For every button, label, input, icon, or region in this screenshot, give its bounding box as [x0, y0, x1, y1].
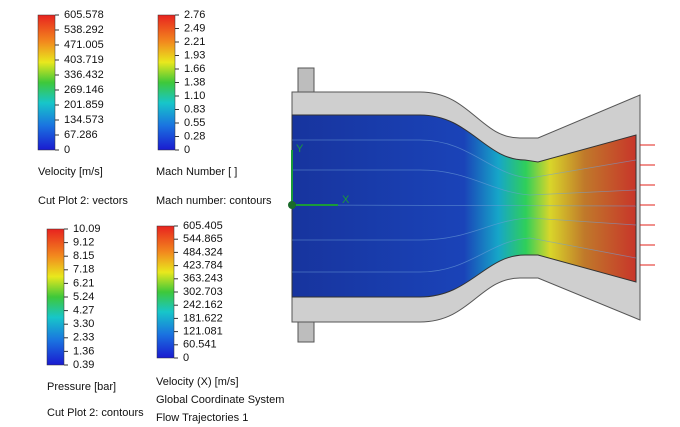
nozzle-model: Y X — [288, 67, 655, 343]
colorbar-label: 9.12 — [73, 237, 94, 249]
colorbar-label: 1.93 — [184, 49, 205, 61]
triad-x-label: X — [342, 194, 350, 206]
colorbar-label: 336.432 — [64, 69, 104, 81]
legend-caption: Mach number: contours — [156, 195, 272, 207]
colorbar-label: 423.784 — [183, 260, 223, 272]
triad-origin — [288, 201, 296, 209]
flow-field — [291, 114, 637, 298]
colorbar-label: 2.76 — [184, 9, 205, 21]
colorbar-label: 471.005 — [64, 39, 104, 51]
colorbar-label: 8.15 — [73, 250, 94, 262]
colorbar-label: 6.21 — [73, 277, 94, 289]
legend-title: Pressure [bar] — [47, 381, 116, 393]
colorbar-label: 544.865 — [183, 233, 223, 245]
velocity-vectors — [640, 144, 655, 266]
legend-title: Velocity [m/s] — [38, 166, 103, 178]
colorbar-label: 134.573 — [64, 114, 104, 126]
legend-caption: Flow Trajectories 1 — [156, 412, 248, 424]
colorbar-label: 484.324 — [183, 246, 223, 258]
colorbar-label: 67.286 — [64, 129, 98, 141]
colorbar-label: 2.49 — [184, 22, 205, 34]
trajectories — [291, 139, 637, 273]
colorbar-label: 60.541 — [183, 339, 217, 351]
colorbar-label: 1.36 — [73, 345, 94, 357]
colorbar-label: 0.39 — [73, 359, 94, 371]
colorbar-label: 242.162 — [183, 299, 223, 311]
legend-title: Mach Number [ ] — [156, 166, 237, 178]
colorbar-label: 605.578 — [64, 9, 104, 21]
colorbar-label: 302.703 — [183, 286, 223, 298]
colorbar-label: 4.27 — [73, 305, 94, 317]
colorbar — [157, 14, 176, 151]
legend-caption: Global Coordinate System — [156, 394, 284, 406]
legend-caption: Cut Plot 2: contours — [47, 407, 144, 419]
colorbar-label: 121.081 — [183, 326, 223, 338]
colorbar-label: 538.292 — [64, 24, 104, 36]
colorbar — [37, 14, 56, 151]
colorbar-label: 269.146 — [64, 84, 104, 96]
legend-title: Velocity (X) [m/s] — [156, 376, 239, 388]
colorbar-label: 2.33 — [73, 332, 94, 344]
colorbar-label: 0 — [64, 144, 70, 156]
colorbar-label: 1.38 — [184, 76, 205, 88]
colorbar-label: 0 — [183, 352, 189, 364]
colorbar-label: 181.622 — [183, 312, 223, 324]
colorbar-label: 1.10 — [184, 90, 205, 102]
axis-triad: Y X — [288, 143, 350, 209]
colorbar — [156, 225, 175, 359]
colorbar-label: 0 — [184, 144, 190, 156]
colorbar-label: 0.28 — [184, 130, 205, 142]
colorbar-label: 363.243 — [183, 273, 223, 285]
colorbar-label: 3.30 — [73, 318, 94, 330]
colorbar-label: 10.09 — [73, 223, 101, 235]
colorbar-label: 0.83 — [184, 103, 205, 115]
triad-y-label: Y — [296, 143, 304, 155]
colorbar — [46, 228, 65, 366]
colorbar-label: 403.719 — [64, 54, 104, 66]
colorbar-label: 7.18 — [73, 264, 94, 276]
legends: 605.578 538.292 471.005 403.719 336.432 269.1… — [37, 9, 284, 424]
colorbar-label: 201.859 — [64, 99, 104, 111]
colorbar-label: 5.24 — [73, 291, 94, 303]
colorbar-label: 605.405 — [183, 220, 223, 232]
legend-caption: Cut Plot 2: vectors — [38, 195, 128, 207]
colorbar-label: 0.55 — [184, 117, 205, 129]
colorbar-label: 2.21 — [184, 36, 205, 48]
colorbar-label: 1.66 — [184, 63, 205, 75]
